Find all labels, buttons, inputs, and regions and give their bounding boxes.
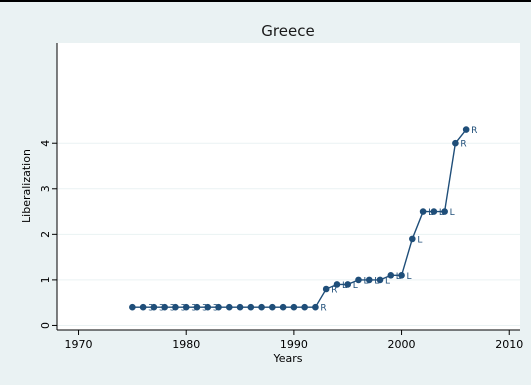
data-point [462,126,470,133]
x-tick-label: 1980 [172,338,200,351]
point-label: L [450,208,455,218]
data-point [258,303,265,311]
point-label: R [460,140,466,150]
data-point [247,303,255,311]
point-label: R [471,126,477,136]
point-label: R [320,304,326,314]
point-label: L [342,281,347,291]
chart-title: Greece [261,22,314,40]
point-label: L [417,235,422,245]
grid-lines [57,142,520,326]
y-tick-label: 2 [39,231,52,238]
data-point [269,303,276,311]
data-point [409,235,416,243]
series-layer: 3333333RRLLLLLLLLLLLRR [129,126,477,314]
top-border [0,0,531,2]
data-point [441,208,448,215]
y-tick-label: 1 [39,276,52,283]
data-point [129,303,136,311]
plot-area [57,43,520,330]
point-label: L [385,276,390,286]
point-label: R [331,286,337,296]
data-point [279,303,287,311]
data-point [365,276,373,284]
x-tick-label: 1990 [280,338,308,351]
data-point [301,303,308,311]
x-axis-title: Years [272,352,302,365]
y-tick-label: 0 [39,322,52,329]
data-point [236,303,244,311]
data-point [419,208,427,215]
y-axis-title: Liberalization [20,149,33,223]
data-point [452,139,459,147]
data-point [150,303,158,311]
data-point [172,303,179,311]
point-label: L [353,281,358,291]
point-label: L [439,208,444,218]
data-point [430,208,438,215]
data-point [290,303,298,311]
data-point [193,303,201,311]
point-label: L [363,276,368,286]
x-tick-label: 2010 [495,338,523,351]
data-point [182,303,190,311]
data-point [344,281,352,288]
data-point [215,303,222,311]
y-tick-label: 4 [39,140,52,147]
data-point [355,276,362,284]
point-label: L [396,272,401,282]
axis-ticks: 0 1 2 3 4 1970 1980 1990 2000 2010 [39,140,523,351]
point-label: L [374,276,379,286]
data-point [161,303,168,311]
data-point [398,272,405,279]
data-point [312,303,319,311]
x-tick-label: 2000 [388,338,416,351]
x-tick-label: 1970 [65,338,93,351]
data-point [139,303,147,311]
data-point [204,303,212,311]
data-point [387,272,395,279]
data-point [376,276,384,284]
point-label: L [407,272,412,282]
data-point [322,285,330,293]
y-tick-label: 3 [39,185,52,192]
data-point [225,303,233,311]
point-label: L [428,208,433,218]
data-point [333,281,341,288]
